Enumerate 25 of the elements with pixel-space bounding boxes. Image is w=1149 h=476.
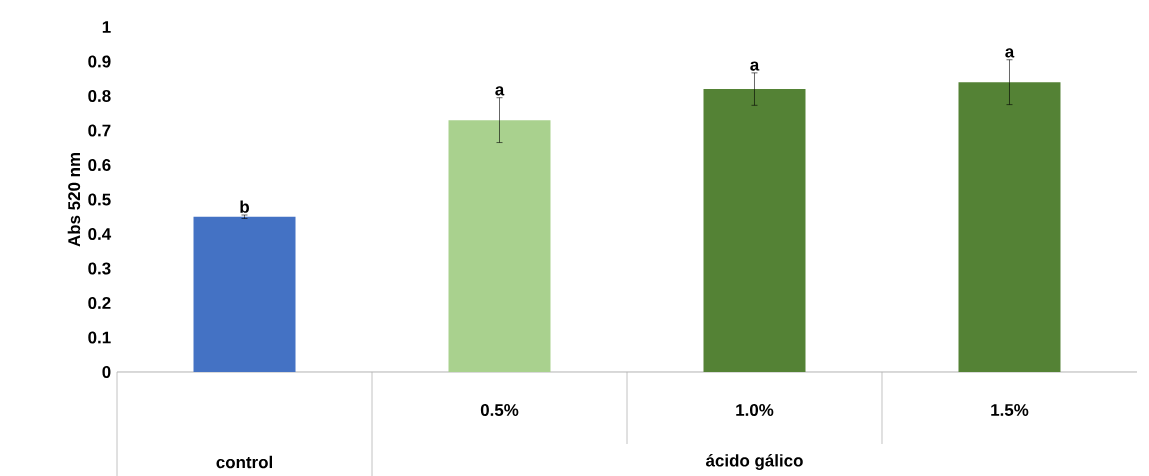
y-tick-label: 0.3 <box>88 262 111 275</box>
y-tick-label: 0.4 <box>88 227 112 240</box>
bar <box>448 120 551 372</box>
bar <box>193 216 296 372</box>
text: ácido gálico <box>706 453 803 470</box>
bar <box>958 82 1061 372</box>
annotation: a <box>495 86 505 96</box>
y-tick-label: 0.9 <box>88 55 111 68</box>
annotation: b <box>240 200 249 213</box>
annotation: a <box>750 61 760 71</box>
y-tick-label: 0.5 <box>88 193 111 206</box>
y-tick-label: 0.2 <box>88 296 111 309</box>
y-axis-title: Abs 520 nm <box>67 153 81 247</box>
y-tick-label: 0.7 <box>88 124 111 137</box>
y-tick-label: 0.1 <box>88 331 111 344</box>
text: control <box>216 455 272 469</box>
annotation: a <box>1005 48 1015 58</box>
x-tick-label: 1.0% <box>736 403 774 416</box>
bar <box>703 89 806 372</box>
x-tick-label: 0.5% <box>480 403 519 416</box>
x-tick-label: 1.5% <box>991 404 1029 416</box>
y-tick-label: 0.6 <box>88 158 111 171</box>
y-tick-label: 0 <box>102 365 111 378</box>
y-tick-label: 0.8 <box>88 89 111 102</box>
y-tick-label: 1 <box>102 21 111 33</box>
